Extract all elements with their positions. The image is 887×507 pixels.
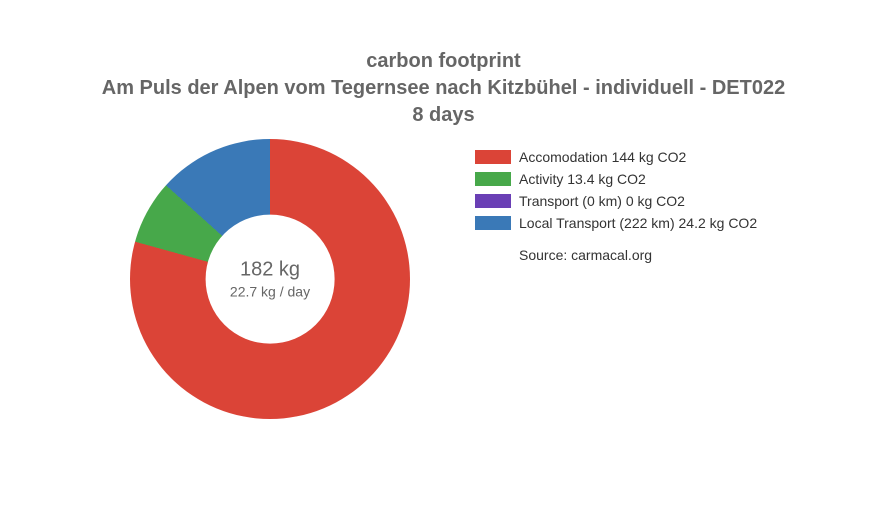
legend-label: Activity 13.4 kg CO2 — [519, 171, 646, 187]
legend-label: Local Transport (222 km) 24.2 kg CO2 — [519, 215, 757, 231]
swatch-transport — [475, 194, 511, 208]
center-total: 182 kg — [240, 258, 300, 281]
center-per-day: 22.7 kg / day — [230, 283, 310, 299]
donut-ring: 182 kg 22.7 kg / day — [130, 139, 410, 419]
legend-label: Transport (0 km) 0 kg CO2 — [519, 193, 685, 209]
legend-item-accommodation: Accomodation 144 kg CO2 — [475, 149, 757, 165]
donut-hole: 182 kg 22.7 kg / day — [206, 215, 335, 344]
legend: Accomodation 144 kg CO2 Activity 13.4 kg… — [475, 149, 757, 263]
legend-item-transport: Transport (0 km) 0 kg CO2 — [475, 193, 757, 209]
donut-chart: 182 kg 22.7 kg / day — [130, 139, 410, 419]
legend-item-local-transport: Local Transport (222 km) 24.2 kg CO2 — [475, 215, 757, 231]
legend-label: Accomodation 144 kg CO2 — [519, 149, 686, 165]
title-line-1: carbon footprint — [0, 48, 887, 75]
legend-item-activity: Activity 13.4 kg CO2 — [475, 171, 757, 187]
swatch-accommodation — [475, 150, 511, 164]
chart-title-block: carbon footprint Am Puls der Alpen vom T… — [0, 0, 887, 129]
title-line-2: Am Puls der Alpen vom Tegernsee nach Kit… — [0, 75, 887, 102]
title-line-3: 8 days — [0, 102, 887, 129]
source-text: Source: carmacal.org — [475, 247, 757, 263]
swatch-local-transport — [475, 216, 511, 230]
swatch-activity — [475, 172, 511, 186]
